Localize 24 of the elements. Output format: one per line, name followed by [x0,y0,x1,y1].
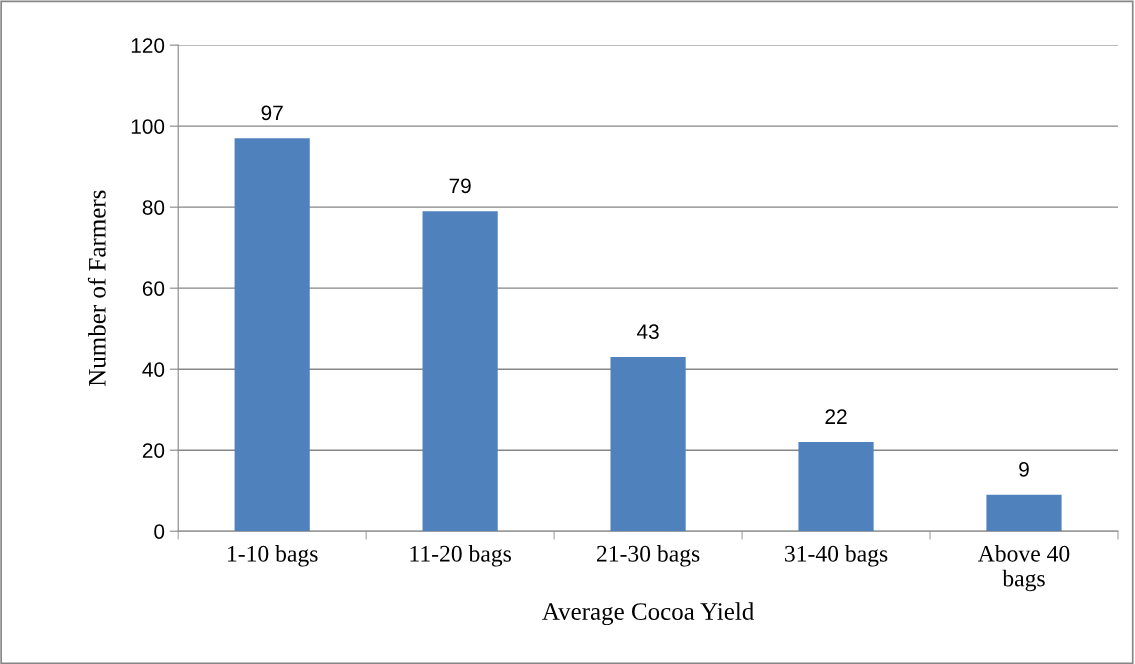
y-tick-label: 20 [142,443,165,458]
bar [422,211,498,532]
y-tick-label: 0 [154,524,165,539]
y-tick-label: 40 [142,362,165,377]
x-tick-label: 11-20 bags [410,545,511,567]
y-tick-label: 60 [142,281,165,296]
data-label: 9 [1019,461,1029,477]
bar [798,442,874,532]
data-label: 79 [449,178,471,194]
x-tick-label: 31-40 bags [785,545,888,567]
x-axis-title: Average Cocoa Yield [542,602,754,626]
data-label: 43 [636,324,659,340]
y-tick-label: 120 [131,38,165,53]
y-tick-label: 100 [131,119,165,134]
bar [610,357,686,532]
x-tick-label: Above 40 bags [978,545,1070,592]
y-tick-label: 80 [142,200,165,215]
data-label: 22 [825,409,847,424]
data-label: 97 [261,105,283,121]
bar [986,494,1062,532]
bar [234,138,310,532]
x-tick-label: 21-30 bags [596,545,700,567]
x-tick-label: 1-10 bags [228,545,318,567]
y-axis-title: Number of Farmers [87,190,106,387]
